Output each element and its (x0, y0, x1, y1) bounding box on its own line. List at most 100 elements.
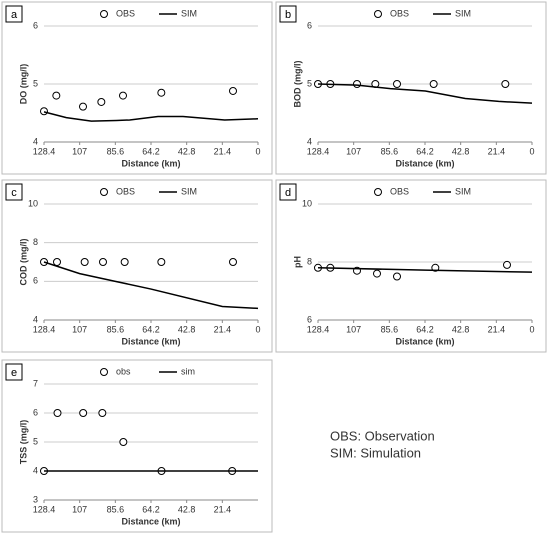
obs-point (98, 409, 107, 417)
legend-label: SIM (455, 186, 471, 196)
panel-border (1, 359, 273, 533)
x-tick-label: 21.4 (488, 146, 506, 156)
x-tick-label: 128.4 (307, 146, 330, 156)
obs-point (80, 258, 89, 266)
x-tick-label: 85.6 (107, 324, 125, 334)
obs-point (79, 409, 88, 417)
x-axis-title: Distance (km) (121, 336, 180, 346)
y-tick-label: 5 (33, 436, 38, 446)
y-tick-label: 4 (307, 136, 312, 146)
x-tick-label: 107 (72, 504, 87, 514)
x-tick-label: 42.8 (452, 146, 470, 156)
x-tick-label: 0 (255, 324, 260, 334)
legend-marker (374, 188, 382, 196)
obs-point (119, 91, 127, 100)
obs-point (120, 258, 129, 266)
x-tick-label: 128.4 (33, 146, 56, 156)
y-tick-label: 6 (33, 20, 38, 30)
obs-point (157, 88, 166, 97)
x-tick-label: 64.2 (142, 146, 160, 156)
legend-marker (100, 10, 108, 18)
panel-label-box (279, 5, 297, 23)
legend-label: OBS (390, 8, 409, 18)
note: SIM: Simulation (330, 445, 421, 460)
panel-label: a (11, 9, 18, 21)
x-tick-label: 85.6 (107, 146, 125, 156)
obs-point (40, 107, 48, 116)
sim-line (43, 261, 259, 310)
panel-label: d (285, 187, 291, 199)
x-tick-label: 85.6 (381, 324, 399, 334)
y-tick-label: 3 (33, 494, 38, 504)
x-axis-title: Distance (km) (121, 158, 180, 168)
x-axis-title: Distance (km) (395, 336, 454, 346)
y-tick-label: 6 (307, 20, 312, 30)
x-tick-label: 128.4 (33, 324, 56, 334)
legend-label: sim (181, 366, 195, 376)
obs-point (353, 80, 361, 88)
panel-label: c (11, 187, 17, 199)
legend-label: OBS (116, 8, 135, 18)
obs-point (503, 260, 511, 269)
obs-point (119, 438, 128, 446)
legend-marker (100, 188, 108, 196)
y-axis-title: pH (292, 256, 302, 268)
obs-point (99, 258, 107, 266)
x-tick-label: 128.4 (307, 324, 330, 334)
panel-border (275, 1, 547, 175)
x-tick-label: 128.4 (33, 504, 56, 514)
obs-point (501, 80, 510, 88)
sim-line (43, 111, 259, 122)
x-tick-label: 42.8 (452, 324, 470, 334)
panel-label-box (5, 5, 23, 23)
y-tick-label: 8 (33, 237, 38, 247)
x-tick-label: 64.2 (416, 146, 434, 156)
panel-border (275, 179, 547, 353)
y-tick-label: 4 (33, 136, 38, 146)
y-tick-label: 4 (33, 314, 38, 324)
legend-label: SIM (181, 186, 197, 196)
panel-label-box (5, 363, 23, 381)
obs-point (393, 272, 401, 281)
obs-point (393, 80, 401, 88)
obs-point (429, 80, 438, 88)
obs-point (52, 91, 61, 100)
legend-marker (374, 10, 382, 18)
x-tick-label: 0 (529, 324, 534, 334)
obs-point (97, 97, 106, 106)
x-tick-label: 107 (72, 324, 87, 334)
y-axis-title: DO (mg/l) (18, 64, 28, 105)
obs-point (229, 258, 237, 266)
x-tick-label: 64.2 (142, 504, 160, 514)
x-tick-label: 21.4 (214, 324, 232, 334)
y-axis-title: COD (mg/l) (18, 239, 28, 286)
legend-label: OBS (116, 186, 135, 196)
sim-line (317, 267, 533, 273)
y-tick-label: 8 (307, 256, 312, 266)
x-tick-label: 0 (255, 146, 260, 156)
x-tick-label: 107 (346, 324, 361, 334)
x-tick-label: 0 (529, 146, 534, 156)
x-tick-label: 85.6 (107, 504, 125, 514)
panel-border (1, 1, 273, 175)
panel-label: b (285, 9, 291, 21)
x-tick-label: 107 (72, 146, 87, 156)
y-tick-label: 6 (33, 276, 38, 286)
y-axis-title: TSS (mg/l) (18, 420, 28, 465)
x-tick-label: 21.4 (488, 324, 506, 334)
x-tick-label: 107 (346, 146, 361, 156)
obs-point (229, 86, 237, 95)
y-tick-label: 6 (33, 407, 38, 417)
x-tick-label: 42.8 (178, 146, 196, 156)
panel-label-box (5, 183, 23, 201)
y-axis-title: BOD (mg/l) (292, 61, 302, 108)
x-tick-label: 21.4 (214, 504, 232, 514)
x-tick-label: 42.8 (178, 504, 196, 514)
y-tick-label: 10 (28, 198, 38, 208)
panel-label-box (279, 183, 297, 201)
legend-label: OBS (390, 186, 409, 196)
obs-point (373, 269, 381, 278)
panel-label: e (11, 367, 17, 379)
x-tick-label: 64.2 (142, 324, 160, 334)
